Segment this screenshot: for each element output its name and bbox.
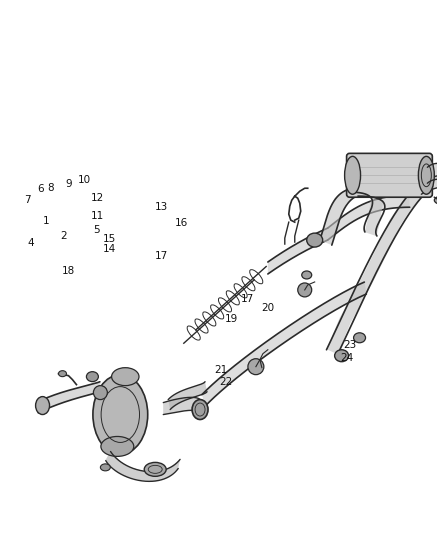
Polygon shape [421, 173, 438, 194]
Ellipse shape [335, 350, 349, 362]
Ellipse shape [35, 397, 49, 415]
Ellipse shape [307, 233, 323, 247]
Polygon shape [163, 398, 200, 415]
Text: 17: 17 [241, 294, 254, 304]
Text: 18: 18 [62, 266, 75, 276]
Text: 23: 23 [343, 340, 357, 350]
Circle shape [248, 359, 264, 375]
Text: 6: 6 [38, 184, 44, 195]
Text: 7: 7 [25, 195, 31, 205]
Text: 21: 21 [215, 365, 228, 375]
Ellipse shape [101, 437, 134, 456]
Ellipse shape [59, 370, 67, 377]
Text: 22: 22 [219, 377, 232, 387]
Text: 20: 20 [261, 303, 275, 313]
Ellipse shape [434, 196, 438, 204]
Polygon shape [427, 163, 438, 186]
Text: 14: 14 [102, 245, 116, 254]
Ellipse shape [302, 271, 312, 279]
Polygon shape [168, 382, 207, 409]
Text: 19: 19 [225, 313, 238, 324]
Text: 12: 12 [91, 193, 104, 204]
Ellipse shape [418, 156, 434, 194]
Text: 24: 24 [340, 353, 353, 363]
Text: 8: 8 [48, 183, 54, 193]
Polygon shape [268, 228, 328, 274]
Text: 9: 9 [65, 179, 72, 189]
Ellipse shape [86, 372, 99, 382]
Polygon shape [202, 282, 367, 407]
Polygon shape [350, 192, 384, 236]
Text: 10: 10 [78, 175, 91, 185]
Text: 5: 5 [93, 225, 100, 236]
Polygon shape [328, 195, 410, 240]
Text: 2: 2 [61, 231, 67, 241]
Text: 4: 4 [27, 238, 34, 248]
Ellipse shape [345, 156, 360, 194]
Ellipse shape [100, 464, 110, 471]
Polygon shape [106, 451, 180, 481]
Polygon shape [328, 182, 432, 355]
Ellipse shape [112, 368, 139, 385]
Circle shape [298, 283, 312, 297]
Text: 16: 16 [175, 218, 188, 228]
Text: 15: 15 [102, 234, 116, 244]
FancyBboxPatch shape [346, 154, 432, 197]
Polygon shape [39, 382, 100, 413]
Ellipse shape [192, 400, 208, 419]
Polygon shape [320, 188, 374, 245]
Ellipse shape [93, 375, 148, 455]
Circle shape [93, 385, 107, 400]
Text: 17: 17 [155, 251, 168, 261]
Text: 11: 11 [91, 211, 104, 221]
Text: 13: 13 [155, 202, 168, 212]
Text: 1: 1 [43, 216, 50, 227]
Ellipse shape [353, 333, 366, 343]
Ellipse shape [144, 462, 166, 477]
